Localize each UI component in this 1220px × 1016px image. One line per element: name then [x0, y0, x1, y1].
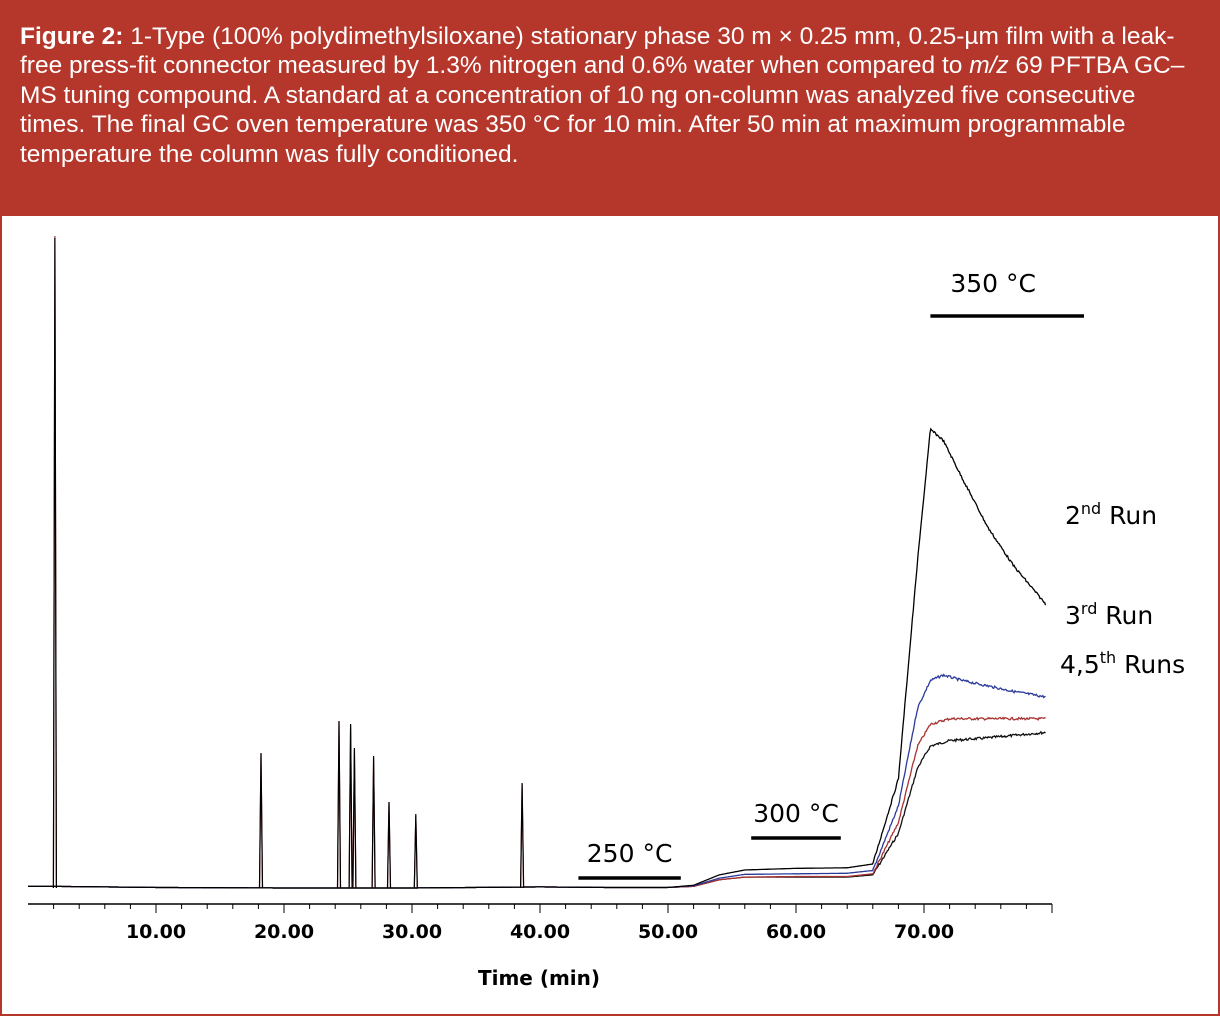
- temperature-annotations: 250 °C 300 °C 350 °C: [578, 269, 1084, 880]
- temperature-label: 250 °C: [587, 839, 673, 868]
- peak: [336, 720, 342, 889]
- run-label-base: 4,5: [1060, 650, 1100, 679]
- peak: [348, 723, 353, 889]
- run-label-sup: th: [1100, 648, 1116, 667]
- figure-label: Figure 2:: [20, 23, 124, 50]
- run-label: 2nd Run: [1065, 499, 1157, 530]
- peak: [413, 813, 418, 889]
- temperature-label: 350 °C: [950, 269, 1036, 298]
- run-label-base: 2: [1065, 501, 1081, 530]
- caption-text-2: 69 PFTBA GC–MS tuning compound. A standa…: [20, 52, 1185, 168]
- x-tick-label: 20.00: [254, 921, 314, 943]
- run-label-base: 3: [1065, 601, 1081, 630]
- temperature-label: 300 °C: [753, 799, 839, 828]
- run-label-rest: Run: [1101, 501, 1157, 530]
- x-tick-label: 50.00: [638, 921, 698, 943]
- caption-text-1: 1-Type (100% polydimethylsiloxane) stati…: [20, 23, 1175, 80]
- x-axis: 10.00 20.00 30.00 40.00 50.00 60.00 70.00: [28, 903, 1053, 943]
- peak: [352, 747, 357, 889]
- peak: [520, 782, 525, 889]
- peak: [371, 755, 376, 889]
- series-line-2: [28, 427, 1047, 889]
- series-line-4: [28, 716, 1046, 889]
- peak: [52, 237, 57, 889]
- run-label: 3rd Run: [1065, 599, 1153, 630]
- peak: [258, 752, 264, 889]
- series-line-3: [28, 673, 1046, 889]
- x-tick-label: 40.00: [510, 921, 570, 943]
- chromatogram-traces: [28, 235, 1047, 889]
- run-label-sup: rd: [1081, 599, 1097, 618]
- peak: [386, 801, 392, 889]
- x-tick-label: 60.00: [766, 921, 826, 943]
- figure-caption: Figure 2: 1-Type (100% polydimethylsilox…: [2, 2, 1218, 216]
- run-label-sup: nd: [1081, 499, 1101, 518]
- caption-mz: m/z: [969, 52, 1009, 80]
- x-tick-label: 70.00: [894, 921, 954, 943]
- x-axis-title: Time (min): [478, 966, 600, 990]
- run-label: 4,5th Runs: [1060, 648, 1185, 679]
- series-line-5: [28, 730, 1046, 889]
- x-tick-label: 10.00: [126, 921, 186, 943]
- run-label-rest: Runs: [1116, 650, 1185, 679]
- chromatogram-chart: 10.00 20.00 30.00 40.00 50.00 60.00 70.00 250 …: [28, 235, 1185, 990]
- x-tick-label: 30.00: [382, 921, 442, 943]
- run-label-rest: Run: [1097, 601, 1153, 630]
